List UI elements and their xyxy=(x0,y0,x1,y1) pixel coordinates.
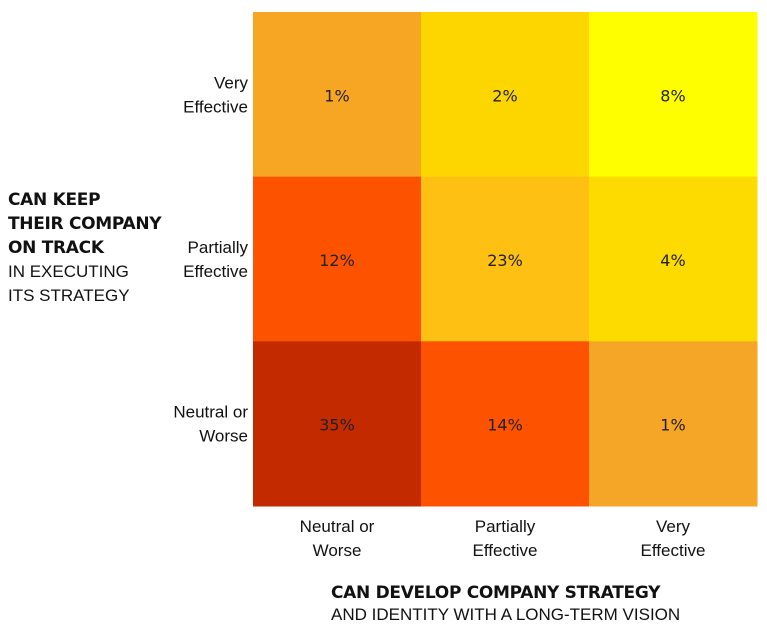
cell-value-label: 1% xyxy=(660,416,685,435)
y-tick-label: Effective xyxy=(183,262,248,281)
x-tick-label: Effective xyxy=(473,541,538,560)
y-axis-title-light-line: ITS STRATEGY xyxy=(8,286,130,305)
heatmap-cell xyxy=(421,176,590,342)
y-tick-label: Effective xyxy=(183,97,248,116)
y-tick-label: Very xyxy=(214,73,249,92)
heatmap-cell xyxy=(253,12,422,178)
x-tick-label: Partially xyxy=(475,517,536,536)
x-axis-title: CAN DEVELOP COMPANY STRATEGY AND IDENTIT… xyxy=(331,582,761,626)
heatmap-cell xyxy=(589,176,758,342)
cell-value-label: 12% xyxy=(319,251,355,270)
heatmap-cell xyxy=(253,176,422,342)
cell-value-label: 14% xyxy=(487,416,523,435)
y-axis-title-light-line: IN EXECUTING xyxy=(8,262,129,281)
x-tick-label: Worse xyxy=(313,541,362,560)
cell-value-label: 4% xyxy=(660,251,685,270)
y-axis-title: CAN KEEP THEIR COMPANY ON TRACK IN EXECU… xyxy=(8,188,183,308)
heatmap-cell xyxy=(421,341,590,507)
cell-value-label: 2% xyxy=(492,86,517,105)
y-tick-label: Neutral or xyxy=(173,403,248,422)
x-tick-label: Very xyxy=(656,517,691,536)
cell-value-label: 8% xyxy=(660,86,685,105)
x-axis-title-bold-line: CAN DEVELOP COMPANY STRATEGY xyxy=(331,583,661,603)
y-tick-label: Worse xyxy=(199,427,248,446)
y-tick-label: Partially xyxy=(188,238,249,257)
heatmap-cell xyxy=(589,12,758,178)
heatmap-cell xyxy=(253,341,422,507)
cell-value-label: 23% xyxy=(487,251,523,270)
x-tick-label: Neutral or xyxy=(300,517,375,536)
heatmap-cell xyxy=(589,341,758,507)
y-axis-title-bold-line: ON TRACK xyxy=(8,238,104,258)
y-axis-title-bold-line: CAN KEEP xyxy=(8,190,101,210)
y-axis-title-bold-line: THEIR COMPANY xyxy=(8,214,162,234)
cell-value-label: 1% xyxy=(324,86,349,105)
heatmap-cell xyxy=(421,12,590,178)
x-axis-title-light-line: AND IDENTITY WITH A LONG-TERM VISION xyxy=(331,605,681,624)
x-tick-label: Effective xyxy=(641,541,706,560)
cell-value-label: 35% xyxy=(319,416,355,435)
